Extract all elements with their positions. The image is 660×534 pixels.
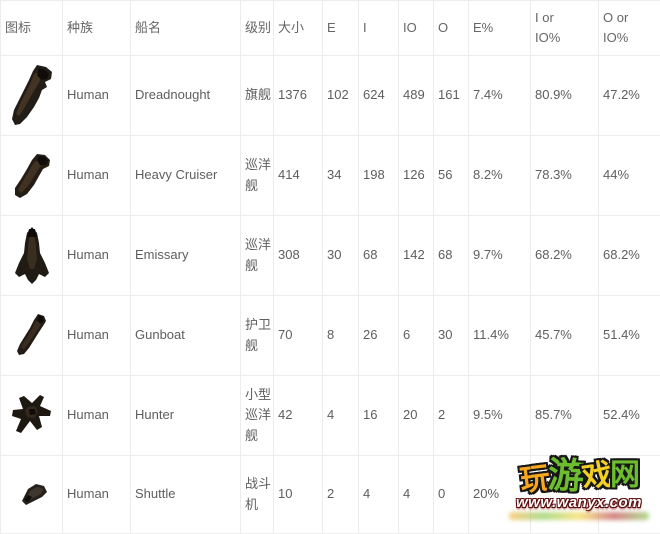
table-row-gunboat: Human Gunboat 护卫舰 70 8 26 6 30 11.4% 45.…	[0, 295, 660, 376]
table-row-shuttle: Human Shuttle 战斗机 10 2 4 4 0 20%	[0, 455, 660, 534]
cell-size: 1376	[273, 55, 323, 136]
cell-o: 2	[433, 375, 469, 456]
cell-ship-name: Shuttle	[135, 486, 176, 502]
cell-size: 70	[273, 295, 323, 376]
table-row-heavy-cruiser: Human Heavy Cruiser 巡洋舰 414 34 198 126 5…	[0, 135, 660, 216]
cell-i: 16	[358, 375, 399, 456]
cell-size: 414	[273, 135, 323, 216]
cell-race: Human	[62, 295, 131, 376]
heavy-cruiser-ship-icon	[14, 153, 50, 198]
column-header-size: 大小	[273, 0, 323, 56]
cell-i-or-io-pct: 78.3%	[530, 135, 599, 216]
cell-race: Human	[62, 455, 131, 534]
cell-o-or-io-pct	[598, 455, 660, 534]
column-header-i: I	[358, 0, 399, 56]
cell-e-pct: 9.7%	[468, 215, 531, 296]
cell-o-or-io-pct: 51.4%	[598, 295, 660, 376]
hunter-ship-icon	[11, 394, 51, 433]
column-header-race: 种族	[62, 0, 131, 56]
cell-e-pct: 8.2%	[468, 135, 531, 216]
cell-ship-name: Gunboat	[135, 327, 185, 343]
column-header-icon: 图标	[0, 0, 63, 56]
cell-ship-name: Dreadnought	[135, 87, 211, 103]
cell-race: Human	[62, 135, 131, 216]
cell-i-or-io-pct: 45.7%	[530, 295, 599, 376]
cell-o: 56	[433, 135, 469, 216]
column-header-o: O	[433, 0, 469, 56]
cell-o: 0	[433, 455, 469, 534]
cell-io: 142	[398, 215, 434, 296]
table-row-hunter: Human Hunter 小型巡洋舰 42 4 16 20 2 9.5% 85.…	[0, 375, 660, 456]
cell-e: 2	[322, 455, 359, 534]
cell-o: 161	[433, 55, 469, 136]
cell-i: 68	[358, 215, 399, 296]
cell-i: 624	[358, 55, 399, 136]
column-header-i-or-io-pct: I or IO%	[530, 0, 599, 56]
cell-o-or-io-pct: 52.4%	[598, 375, 660, 456]
cell-o: 68	[433, 215, 469, 296]
column-header-o-or-io-pct: O or IO%	[598, 0, 660, 56]
cell-size: 308	[273, 215, 323, 296]
cell-e-pct: 7.4%	[468, 55, 531, 136]
cell-class: 战斗机	[240, 455, 274, 534]
cell-i-or-io-pct: 80.9%	[530, 55, 599, 136]
cell-e: 34	[322, 135, 359, 216]
cell-e: 4	[322, 375, 359, 456]
cell-class: 巡洋舰	[240, 215, 274, 296]
cell-o-or-io-pct: 68.2%	[598, 215, 660, 296]
cell-size: 42	[273, 375, 323, 456]
cell-class: 巡洋舰	[240, 135, 274, 216]
cell-e-pct: 11.4%	[468, 295, 531, 376]
cell-i-or-io-pct: 68.2%	[530, 215, 599, 296]
cell-o-or-io-pct: 44%	[598, 135, 660, 216]
cell-i-or-io-pct: 85.7%	[530, 375, 599, 456]
cell-race: Human	[62, 375, 131, 456]
cell-o-or-io-pct: 47.2%	[598, 55, 660, 136]
cell-class: 旗舰	[240, 55, 274, 136]
cell-i: 26	[358, 295, 399, 376]
column-header-e-pct: E%	[468, 0, 531, 56]
column-header-e: E	[322, 0, 359, 56]
gunboat-ship-icon	[16, 313, 46, 355]
cell-ship-name: Heavy Cruiser	[135, 167, 218, 183]
cell-class: 护卫舰	[240, 295, 274, 376]
dreadnought-ship-icon	[11, 64, 52, 125]
cell-class: 小型巡洋舰	[240, 375, 274, 456]
cell-size: 10	[273, 455, 323, 534]
cell-ship-name: Hunter	[135, 407, 175, 423]
cell-io: 489	[398, 55, 434, 136]
cell-io: 126	[398, 135, 434, 216]
cell-i: 4	[358, 455, 399, 534]
cell-e: 8	[322, 295, 359, 376]
cell-e-pct: 20%	[468, 455, 531, 534]
table-row-emissary: Human Emissary 巡洋舰 308 30 68 142 68 9.7%…	[0, 215, 660, 296]
cell-race: Human	[62, 215, 131, 296]
cell-io: 6	[398, 295, 434, 376]
cell-i-or-io-pct	[530, 455, 599, 534]
column-header-ship-name: 船名	[130, 0, 241, 56]
cell-o: 30	[433, 295, 469, 376]
cell-e-pct: 9.5%	[468, 375, 531, 456]
cell-ship-name: Emissary	[135, 247, 189, 263]
header-row: 图标 种族 船名 级别 大小 E I IO O E% I or IO% O or…	[0, 0, 660, 56]
emissary-ship-icon	[14, 226, 49, 284]
cell-e: 102	[322, 55, 359, 136]
cell-io: 4	[398, 455, 434, 534]
cell-race: Human	[62, 55, 131, 136]
column-header-class: 级别	[240, 0, 274, 56]
shuttle-ship-icon	[21, 483, 47, 505]
cell-io: 20	[398, 375, 434, 456]
cell-i: 198	[358, 135, 399, 216]
cell-e: 30	[322, 215, 359, 296]
column-header-io: IO	[398, 0, 434, 56]
table-row-dreadnought: Human Dreadnought 旗舰 1376 102 624 489 16…	[0, 55, 660, 136]
